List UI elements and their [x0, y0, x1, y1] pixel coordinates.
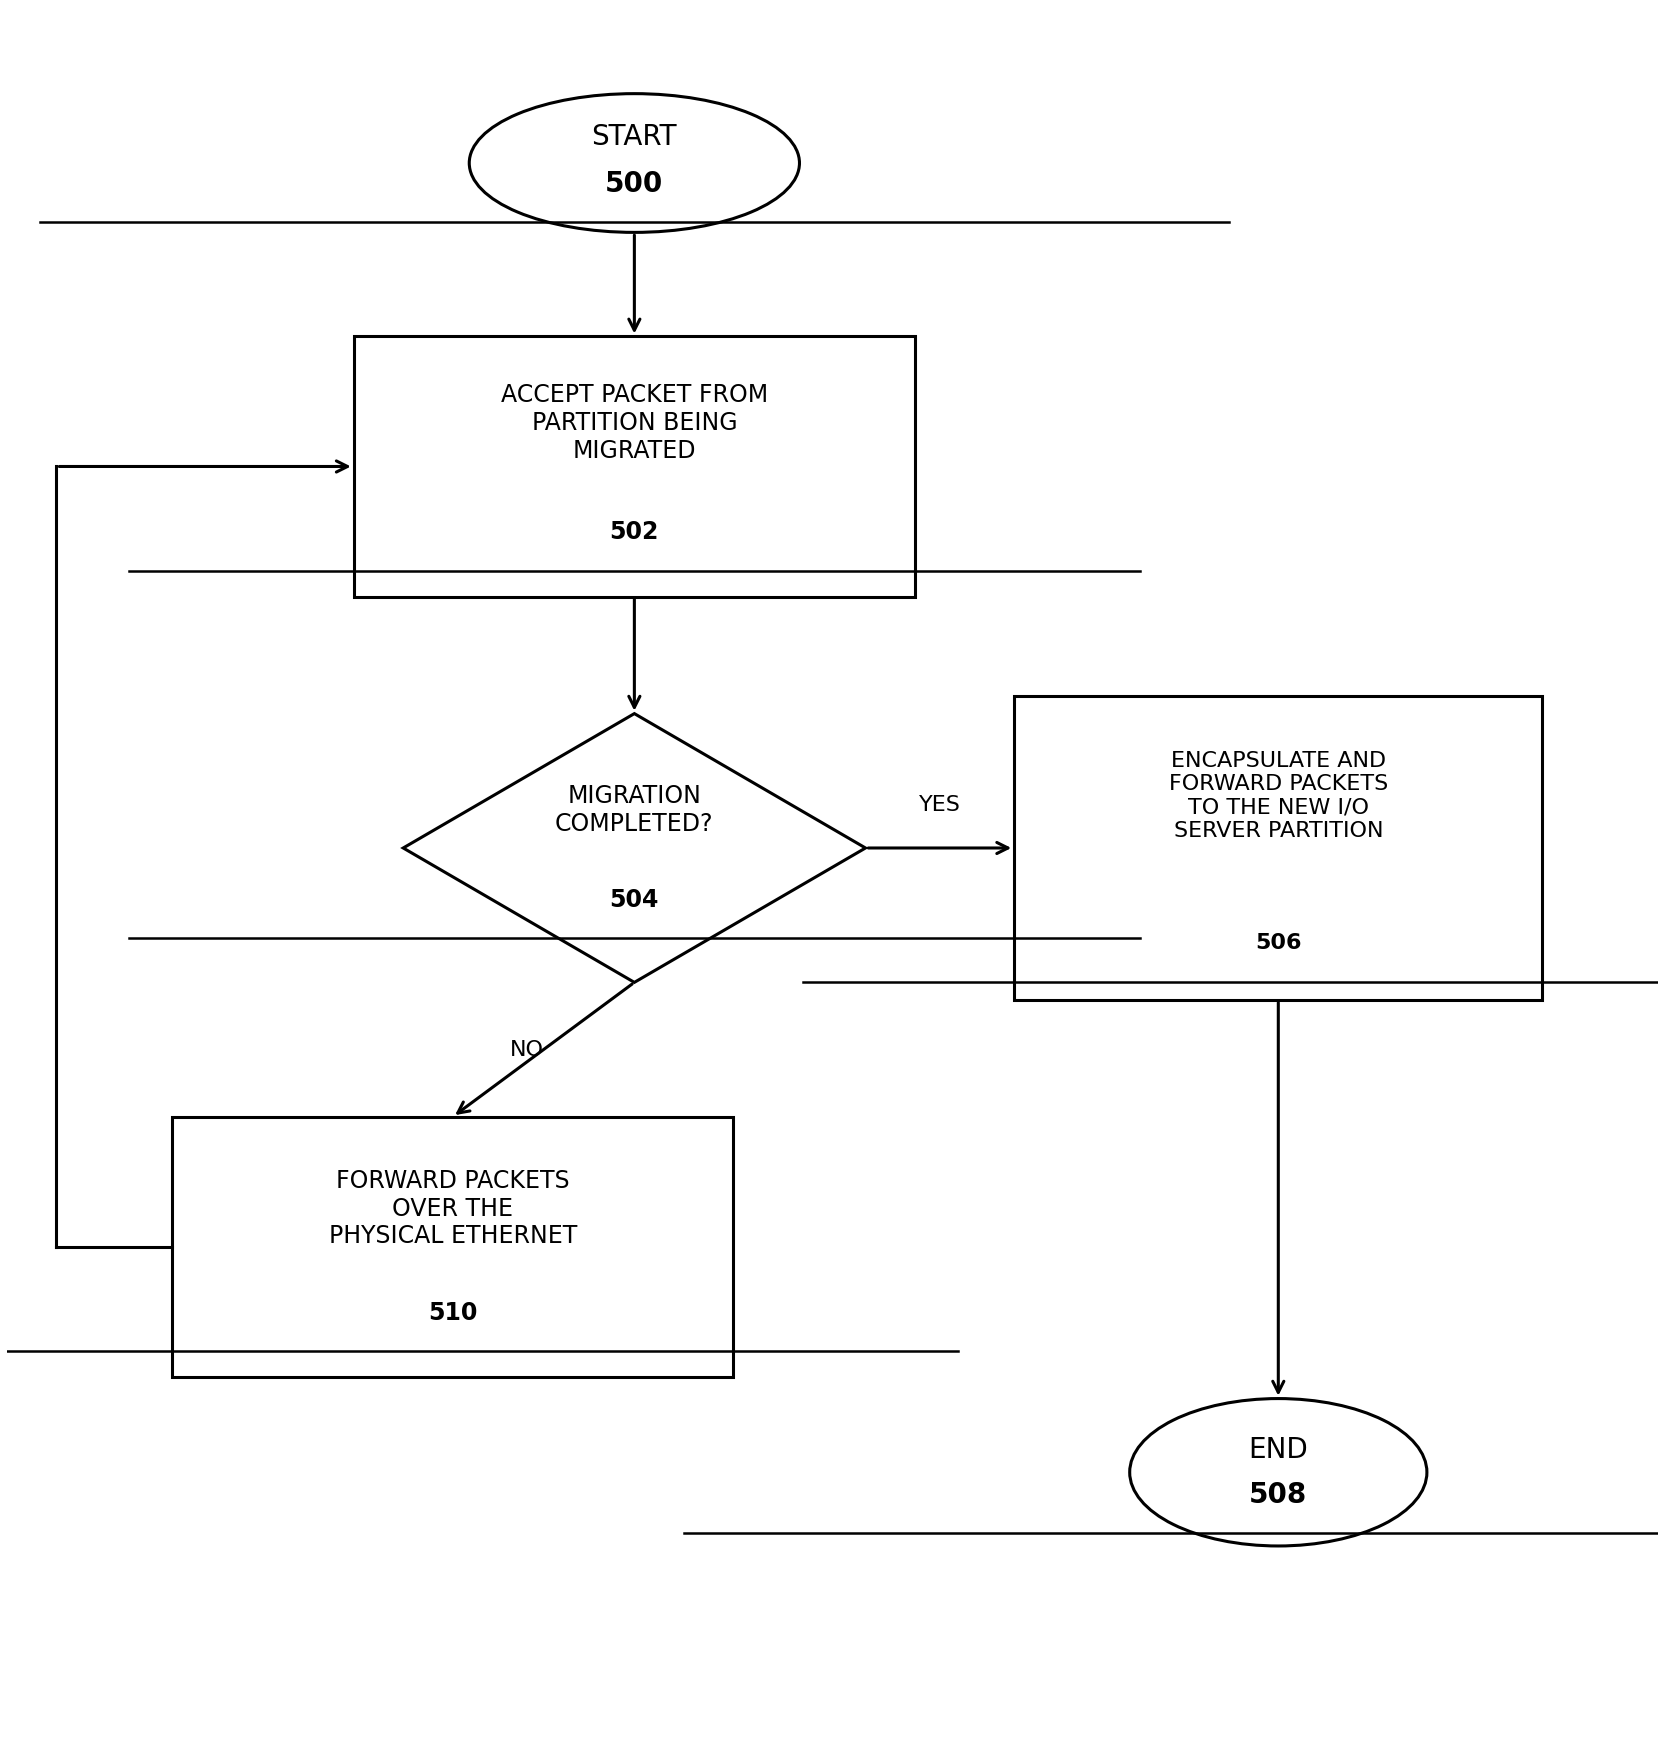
Bar — [1013, 696, 1541, 1000]
Text: 508: 508 — [1248, 1481, 1306, 1509]
Bar — [171, 1117, 734, 1377]
Text: NO: NO — [509, 1040, 544, 1059]
Text: ENCAPSULATE AND
FORWARD PACKETS
TO THE NEW I/O
SERVER PARTITION: ENCAPSULATE AND FORWARD PACKETS TO THE N… — [1168, 752, 1388, 841]
Text: START: START — [591, 122, 677, 150]
Text: ACCEPT PACKET FROM
PARTITION BEING
MIGRATED: ACCEPT PACKET FROM PARTITION BEING MIGRA… — [501, 383, 767, 463]
Text: 502: 502 — [609, 521, 659, 544]
Text: MIGRATION
COMPLETED?: MIGRATION COMPLETED? — [554, 783, 714, 836]
Text: YES: YES — [919, 795, 960, 815]
Text: END: END — [1248, 1435, 1308, 1463]
Text: 504: 504 — [609, 888, 659, 912]
Text: 506: 506 — [1255, 933, 1301, 953]
Bar — [353, 336, 915, 596]
Text: FORWARD PACKETS
OVER THE
PHYSICAL ETHERNET: FORWARD PACKETS OVER THE PHYSICAL ETHERN… — [328, 1169, 577, 1248]
Text: 500: 500 — [606, 170, 662, 198]
Text: 510: 510 — [428, 1301, 478, 1325]
